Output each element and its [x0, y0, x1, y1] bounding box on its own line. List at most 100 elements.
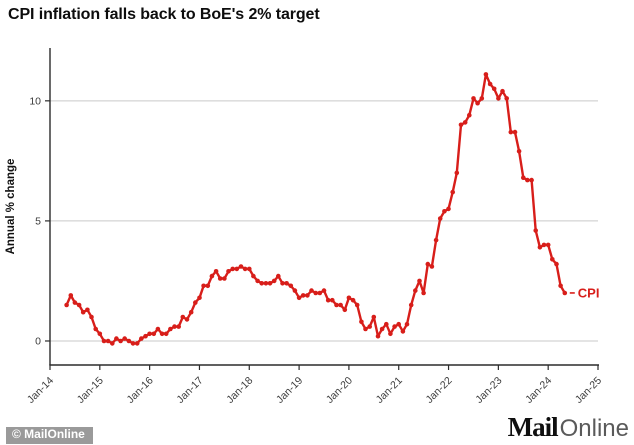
cpi-data-point [446, 206, 451, 212]
cpi-data-point [342, 307, 348, 313]
cpi-data-point [321, 288, 327, 293]
cpi-data-point [437, 216, 443, 221]
cpi-data-point [330, 297, 335, 303]
cpi-data-point [143, 333, 148, 339]
cpi-data-point [558, 283, 563, 289]
cpi-data-point [255, 278, 260, 284]
cpi-data-point [64, 302, 69, 308]
cpi-data-point [363, 326, 368, 332]
chart-title: CPI inflation falls back to BoE's 2% tar… [8, 6, 320, 23]
cpi-data-point [442, 209, 447, 214]
cpi-data-point [122, 336, 127, 341]
cpi-data-point [537, 245, 543, 250]
cpi-data-point [93, 326, 98, 332]
cpi-data-point [180, 314, 186, 320]
cpi-data-point [417, 278, 422, 284]
cpi-data-point [529, 177, 534, 183]
cpi-data-point [284, 281, 289, 286]
mailonline-copyright-badge: © MailOnline [6, 427, 93, 445]
cpi-data-point [80, 309, 86, 315]
cpi-data-point [155, 326, 161, 332]
cpi-data-point [371, 314, 377, 320]
cpi-data-point [89, 314, 94, 320]
cpi-data-point [325, 297, 331, 303]
x-tick-label: Jan-17 [174, 375, 205, 406]
cpi-data-point [408, 302, 414, 308]
cpi-data-point [296, 295, 302, 301]
cpi-data-point [226, 269, 231, 274]
x-tick-label: Jan-23 [473, 375, 504, 406]
x-tick-label: Jan-18 [224, 375, 255, 406]
cpi-data-point [271, 278, 277, 284]
cpi-data-point [359, 319, 364, 325]
cpi-data-point [496, 96, 501, 101]
cpi-series-end-label: CPI [578, 285, 600, 300]
x-tick-label: Jan-15 [75, 375, 106, 406]
cpi-data-point [450, 189, 456, 195]
cpi-data-point [475, 100, 480, 106]
cpi-data-point [263, 281, 269, 286]
y-axis-label: Annual % change [5, 159, 17, 255]
cpi-data-point [550, 257, 555, 262]
cpi-data-point [379, 326, 385, 332]
cpi-data-point [562, 290, 568, 296]
cpi-data-point [521, 175, 526, 180]
cpi-data-point [421, 290, 426, 296]
cpi-data-point [400, 329, 406, 334]
mailonline-logo-mail: Mail [507, 412, 559, 442]
cpi-data-point [467, 112, 472, 118]
cpi-data-point [317, 290, 323, 296]
cpi-data-point [433, 237, 439, 243]
cpi-data-point [234, 266, 240, 272]
x-tick-label: Jan-22 [423, 375, 454, 406]
cpi-data-point [139, 336, 144, 341]
cpi-data-point [354, 302, 360, 308]
mailonline-logo: MailOnline [508, 412, 629, 443]
cpi-data-point [110, 341, 115, 346]
cpi-data-point [545, 242, 551, 248]
cpi-data-point [130, 341, 136, 346]
cpi-data-point [259, 281, 265, 286]
cpi-data-point [267, 281, 273, 286]
cpi-data-point [533, 228, 538, 233]
cpi-data-point [134, 341, 140, 346]
cpi-data-point [193, 300, 198, 305]
cpi-data-point [334, 302, 339, 308]
x-tick-label: Jan-25 [573, 375, 604, 406]
cpi-data-point [151, 331, 157, 337]
cpi-data-point [85, 307, 90, 313]
cpi-data-point [126, 338, 132, 344]
cpi-data-point [305, 293, 310, 298]
cpi-data-point [346, 295, 352, 301]
cpi-data-point [222, 276, 227, 281]
cpi-data-point [172, 324, 177, 329]
cpi-data-point [205, 283, 211, 289]
cpi-data-point [72, 300, 78, 305]
cpi-data-point [280, 281, 285, 286]
cpi-data-point [458, 122, 464, 128]
cpi-data-point [105, 338, 111, 344]
cpi-data-point [300, 293, 306, 298]
cpi-data-point [201, 283, 206, 289]
x-tick-label: Jan-24 [523, 375, 554, 406]
cpi-data-point [487, 81, 493, 87]
y-tick-label: 5 [35, 215, 41, 227]
cpi-data-point [479, 96, 485, 101]
cpi-data-point [516, 149, 522, 154]
cpi-data-point [68, 293, 74, 298]
cpi-data-point [163, 331, 169, 337]
cpi-data-point [251, 273, 256, 279]
cpi-data-point [367, 324, 373, 329]
cpi-data-point [168, 326, 173, 332]
cpi-data-point [404, 321, 410, 327]
cpi-data-point [554, 261, 559, 267]
cpi-data-point [429, 264, 435, 269]
cpi-data-point [388, 331, 393, 337]
cpi-data-point [247, 266, 252, 272]
cpi-data-point [197, 295, 202, 301]
y-tick-label: 0 [35, 335, 41, 347]
cpi-data-point [230, 266, 235, 272]
cpi-data-point [504, 96, 510, 101]
